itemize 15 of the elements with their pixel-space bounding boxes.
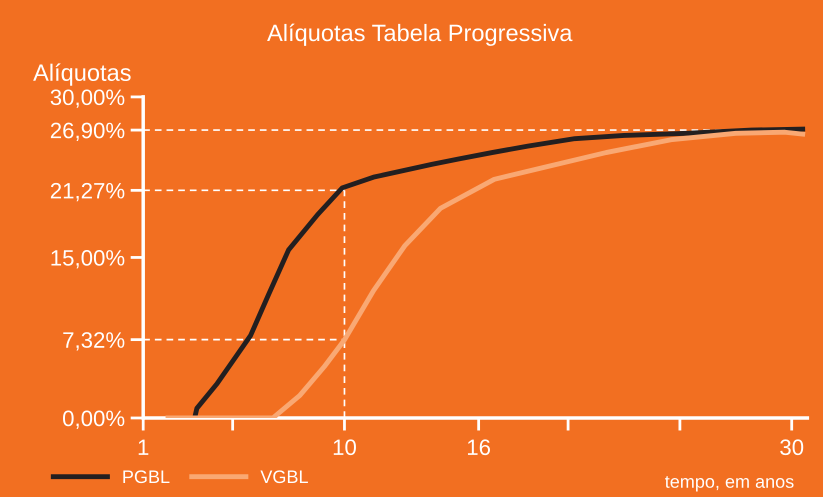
y-tick-label: 30,00%	[50, 89, 124, 108]
y-axis-title: Alíquotas	[33, 63, 131, 86]
y-tick-label: 0,00%	[63, 410, 124, 429]
chart-title: Alíquotas Tabela Progressiva	[267, 24, 572, 46]
x-tick-label: 10	[334, 439, 356, 456]
x-axis-title: tempo, em anos	[665, 476, 794, 492]
y-tick-label: 26,90%	[50, 122, 124, 141]
y-tick-label: 7,32%	[63, 332, 124, 351]
legend-label: PGBL	[123, 470, 170, 484]
x-tick-label: 30	[780, 439, 804, 456]
y-tick-label: 21,27%	[50, 182, 124, 202]
x-tick-label: 16	[468, 439, 490, 456]
y-tick-label: 15,00%	[51, 250, 124, 268]
legend-label: VGBL	[260, 470, 308, 484]
x-tick-label: 1	[138, 440, 148, 455]
